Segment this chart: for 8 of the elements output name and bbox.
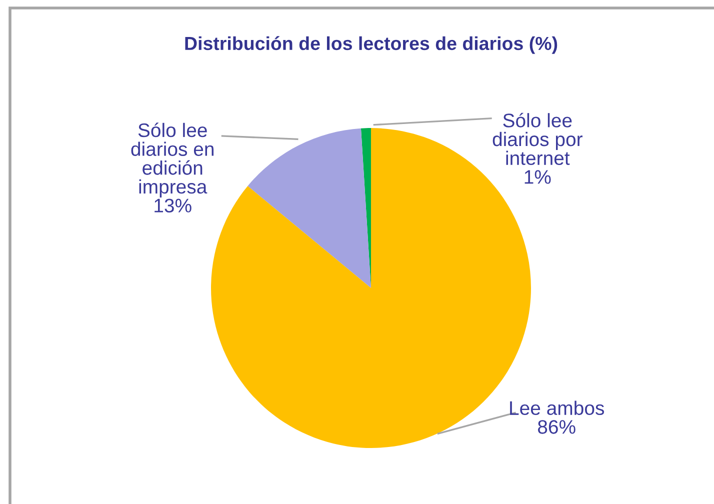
pie-slice <box>248 128 371 288</box>
slice-label: Lee ambos <box>510 400 604 416</box>
chart-title: Distribución de los lectores de diarios (%) <box>185 36 558 54</box>
data-label: 1% <box>524 170 551 184</box>
slice-label: Sólo lee diarios por internet <box>492 112 582 166</box>
data-label: 13% <box>154 198 192 212</box>
data-label: 86% <box>538 420 576 434</box>
slice-label: Sólo lee diarios en edición impresa <box>131 122 214 198</box>
